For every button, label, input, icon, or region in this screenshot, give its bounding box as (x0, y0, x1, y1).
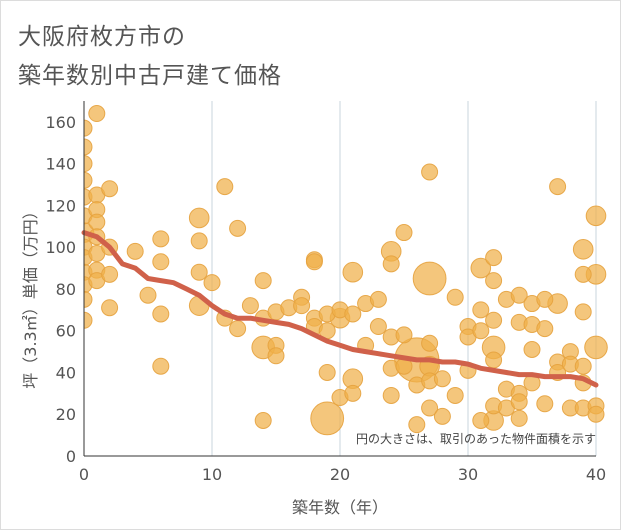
data-bubble (293, 297, 311, 315)
data-bubble (412, 261, 447, 296)
y-tick-label: 80 (56, 280, 76, 299)
data-bubble (216, 178, 234, 196)
data-bubble (421, 163, 439, 181)
y-axis-title: 坪（3.3㎡）単価（万円） (21, 203, 40, 388)
y-tick-label: 160 (45, 113, 76, 132)
data-bubble (421, 334, 439, 352)
data-bubble (433, 370, 451, 388)
data-bubble (267, 347, 285, 365)
x-tick-label: 20 (330, 465, 350, 484)
y-tick-label: 140 (45, 155, 76, 174)
data-bubble (549, 178, 567, 196)
data-bubble (433, 407, 451, 425)
data-bubble (229, 219, 247, 237)
data-bubble (510, 409, 528, 427)
data-bubble (84, 155, 93, 173)
data-bubble (305, 253, 323, 271)
data-bubble (342, 261, 364, 283)
chart-title-line-2: 築年数別中古戸建て価格 (18, 63, 282, 89)
x-tick-label: 0 (79, 465, 89, 484)
data-bubble (408, 416, 426, 434)
data-bubble (190, 232, 208, 250)
data-bubble (84, 138, 93, 156)
x-tick-label: 10 (202, 465, 222, 484)
data-bubble (485, 249, 503, 267)
data-bubble (84, 171, 93, 189)
chart-title-line-1: 大阪府枚方市の (18, 24, 186, 50)
data-bubble (382, 255, 400, 273)
trend-layer (81, 230, 599, 388)
data-bubble (369, 318, 387, 336)
trend-line (81, 230, 599, 388)
data-bubble (84, 290, 93, 308)
data-bubble (510, 286, 528, 304)
x-tick-label: 30 (458, 465, 478, 484)
y-tick-label: 60 (56, 322, 76, 341)
x-axis-title: 築年数（年） (292, 498, 388, 517)
data-bubble (254, 272, 272, 290)
data-bubble (472, 412, 490, 429)
x-tick-label: 40 (586, 465, 606, 484)
data-bubble (188, 207, 210, 229)
bubble-size-note: 円の大きさは、取引のあった物件面積を示す (356, 431, 596, 446)
data-bubble (152, 230, 170, 248)
data-bubble (395, 224, 413, 242)
data-bubble (536, 290, 554, 308)
y-tick-label: 120 (45, 196, 76, 215)
data-bubble (574, 357, 592, 375)
data-bubble (574, 303, 592, 321)
data-bubble (536, 395, 554, 413)
data-bubble (84, 119, 93, 137)
data-bubble (241, 297, 259, 315)
data-bubble (574, 265, 592, 283)
y-tick-label: 40 (56, 363, 76, 382)
data-bubble (88, 213, 106, 231)
data-bubble (572, 238, 594, 260)
data-bubble (101, 180, 119, 198)
data-bubble (536, 320, 554, 338)
data-bubble (190, 263, 208, 281)
data-bubble (395, 326, 413, 344)
data-bubble (344, 305, 362, 323)
data-bubble (585, 205, 607, 227)
data-bubble (152, 357, 170, 375)
data-bubble (472, 301, 490, 319)
data-bubble (369, 290, 387, 308)
axis-layer: 0 10 20 30 40 0 20 40 60 80 100 120 140 160 (45, 101, 606, 484)
data-bubble (318, 363, 336, 381)
data-bubble (382, 386, 400, 404)
data-bubble (203, 274, 221, 292)
data-bubble (344, 384, 362, 402)
data-bubble (523, 341, 541, 358)
data-bubble (310, 401, 345, 436)
data-bubble (229, 320, 247, 338)
data-bubble (584, 335, 608, 360)
data-bubble (472, 322, 490, 340)
data-bubble (126, 242, 144, 260)
data-bubble (152, 305, 170, 323)
data-bubble (139, 286, 157, 304)
data-bubble (510, 393, 528, 411)
data-bubble (101, 265, 119, 283)
bubble-layer (84, 105, 608, 436)
y-tick-label: 0 (66, 447, 76, 466)
y-tick-label: 100 (45, 238, 76, 257)
y-tick-label: 20 (56, 405, 76, 424)
data-bubble (84, 311, 93, 329)
data-bubble (254, 412, 272, 429)
data-bubble (88, 105, 106, 123)
data-bubble (446, 288, 464, 306)
data-bubble (101, 299, 119, 317)
data-bubble (446, 386, 464, 404)
data-bubble (421, 399, 439, 417)
data-bubble (485, 311, 503, 329)
data-bubble (152, 253, 170, 271)
data-bubble (485, 272, 503, 290)
data-bubble (470, 257, 492, 279)
data-bubble (485, 351, 503, 369)
data-bubble (587, 405, 605, 423)
